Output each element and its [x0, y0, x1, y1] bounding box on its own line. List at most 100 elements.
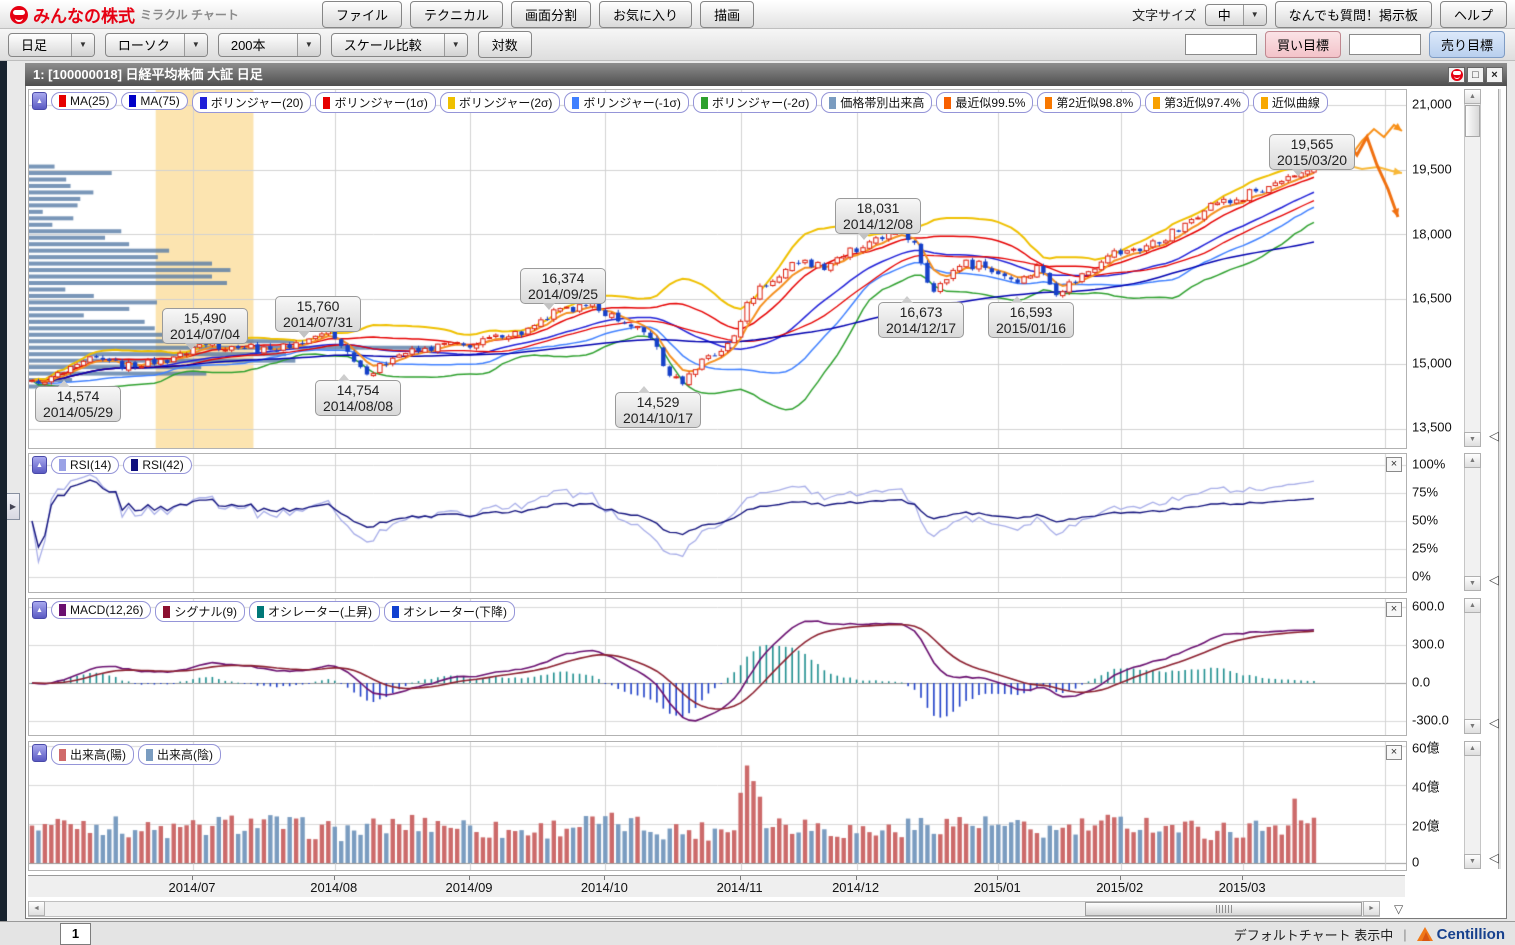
minkabu-face-icon[interactable] — [1448, 66, 1465, 83]
rsi-legend-2[interactable]: RSI(42) — [123, 456, 192, 474]
macd-legend-1[interactable]: MACD(12,26) — [51, 601, 152, 619]
right-slider-groove[interactable] — [1498, 89, 1502, 869]
price-scroll-down-icon[interactable]: ▼ — [1464, 432, 1481, 447]
log-scale-button[interactable]: 対数 — [477, 31, 532, 58]
macd-legend-3[interactable]: オシレーター(上昇) — [249, 601, 381, 622]
volume-legend-2[interactable]: 出来高(陰) — [138, 744, 221, 765]
price-annotation: 18,031 2014/12/08 — [835, 198, 922, 240]
volume-range-slider-icon[interactable]: ◁ — [1489, 850, 1499, 865]
price-legend-12[interactable]: 近似曲線 — [1252, 92, 1328, 113]
rsi-chart-canvas[interactable] — [29, 454, 1406, 592]
scroll-right-icon[interactable]: ► — [1363, 901, 1380, 916]
volume-chart-canvas[interactable] — [29, 742, 1406, 870]
annotation-price: 19,565 — [1290, 136, 1334, 152]
centillion-logo-icon — [1416, 927, 1433, 941]
price-legend-11[interactable]: 第3近似97.4% — [1145, 92, 1249, 113]
menu-button-4[interactable]: お気に入り — [599, 1, 693, 28]
macd-collapse-button[interactable]: ▲ — [32, 601, 47, 619]
rsi-legend-1[interactable]: RSI(14) — [51, 456, 120, 474]
chevron-down-icon[interactable]: ▼ — [443, 33, 467, 56]
annotation-date: 2015/01/16 — [996, 320, 1067, 336]
close-icon[interactable]: × — [1486, 66, 1503, 83]
menu-button-1[interactable]: ファイル — [322, 1, 403, 28]
period-value: 日足 — [21, 38, 48, 53]
menu-button-2[interactable]: テクニカル — [410, 1, 504, 28]
macd-range-slider-icon[interactable]: ◁ — [1489, 715, 1499, 730]
price-legend-9[interactable]: 最近似99.5% — [936, 92, 1034, 113]
rsi-scroll-down-icon[interactable]: ▼ — [1464, 576, 1481, 591]
chevron-down-icon[interactable]: ▼ — [71, 33, 94, 56]
scroll-left-icon[interactable]: ◄ — [28, 901, 45, 916]
volume-collapse-button[interactable]: ▲ — [32, 744, 47, 762]
legend-label: RSI(14) — [70, 458, 112, 472]
price-legend-3[interactable]: ボリンジャー(20) — [191, 92, 312, 113]
menu-button-3[interactable]: 画面分割 — [511, 1, 592, 28]
price-scroll-up-icon[interactable]: ▲ — [1464, 89, 1481, 104]
price-legend-7[interactable]: ボリンジャー(-2σ) — [692, 92, 818, 113]
legend-color-swatch — [1153, 96, 1161, 109]
macd-panel-close-button[interactable]: × — [1386, 602, 1402, 617]
period-dropdown[interactable]: 日足 ▼ — [8, 32, 95, 57]
qa-board-button[interactable]: なんでも質問！掲示板 — [1274, 1, 1432, 28]
annotation-date: 2014/05/29 — [43, 404, 114, 420]
chart-window-title: 1: [100000018] 日経平均株価 大証 日足 — [33, 67, 263, 82]
rsi-collapse-button[interactable]: ▲ — [32, 456, 47, 474]
chevron-down-icon[interactable]: ▼ — [183, 33, 207, 56]
scale-compare-dropdown[interactable]: スケール比較 ▼ — [330, 32, 468, 57]
annotation-price: 14,754 — [336, 382, 380, 398]
macd-legend-2[interactable]: シグナル(9) — [155, 601, 246, 622]
status-bar: デフォルトチャート 表示中 | Centillion — [0, 921, 1515, 945]
volume-scroll-up-icon[interactable]: ▲ — [1464, 741, 1481, 756]
bar-width-slider-icon[interactable]: ▽ — [1394, 902, 1404, 916]
volume-scroll-down-icon[interactable]: ▼ — [1464, 854, 1481, 869]
chart-style-dropdown[interactable]: ローソク ▼ — [104, 32, 208, 57]
volume-y-axis: 60億 40億 20億 0 — [1410, 741, 1464, 870]
macd-vertical-scrollbar[interactable] — [1464, 598, 1481, 734]
font-size-dropdown[interactable]: 中 ▼ — [1204, 3, 1267, 26]
sell-target-input[interactable] — [1348, 34, 1421, 55]
y-tick-label: 600.0 — [1412, 598, 1445, 614]
annotation-pointer — [1291, 169, 1304, 176]
menu-button-5[interactable]: 描画 — [700, 1, 755, 28]
rsi-scroll-up-icon[interactable]: ▲ — [1464, 453, 1481, 468]
y-tick-label: 0% — [1412, 568, 1431, 584]
macd-legend-4[interactable]: オシレーター(下降) — [384, 601, 516, 622]
rsi-range-slider-icon[interactable]: ◁ — [1489, 572, 1499, 587]
maximize-icon[interactable]: □ — [1467, 66, 1484, 83]
chart-tab-1[interactable]: 1 — [60, 923, 91, 945]
horizontal-scroll-thumb[interactable] — [1085, 902, 1362, 916]
annotation-pointer — [297, 331, 310, 338]
left-panel-expander[interactable]: ▶ — [7, 493, 20, 520]
legend-color-swatch — [323, 96, 331, 109]
price-vertical-scrollbar[interactable] — [1464, 89, 1481, 447]
minkabu-face-icon — [10, 5, 28, 24]
price-legend-8[interactable]: 価格帯別出来高 — [821, 92, 933, 113]
buy-target-input[interactable] — [1184, 34, 1257, 55]
price-collapse-button[interactable]: ▲ — [32, 92, 47, 110]
volume-vertical-scrollbar[interactable] — [1464, 741, 1481, 869]
macd-scroll-up-icon[interactable]: ▲ — [1464, 598, 1481, 613]
price-legend-2[interactable]: MA(75) — [121, 92, 188, 110]
price-legend-10[interactable]: 第2近似98.8% — [1037, 92, 1142, 113]
price-scroll-thumb[interactable] — [1465, 105, 1480, 137]
price-legend-6[interactable]: ボリンジャー(-1σ) — [564, 92, 689, 113]
help-button[interactable]: ヘルプ — [1439, 1, 1507, 28]
price-legend-4[interactable]: ボリンジャー(1σ) — [315, 92, 436, 113]
chevron-down-icon[interactable]: ▼ — [296, 33, 320, 56]
price-legend-5[interactable]: ボリンジャー(2σ) — [439, 92, 561, 113]
font-size-value: 中 — [1217, 8, 1231, 23]
price-legend-1[interactable]: MA(25) — [51, 92, 118, 110]
bar-count-dropdown[interactable]: 200本 ▼ — [217, 32, 321, 57]
volume-legend-1[interactable]: 出来高(陽) — [51, 744, 134, 765]
price-range-slider-icon[interactable]: ◁ — [1489, 428, 1499, 443]
sell-target-button[interactable]: 売り目標 — [1428, 31, 1505, 58]
chevron-down-icon[interactable]: ▼ — [1242, 4, 1266, 25]
rsi-panel-close-button[interactable]: × — [1386, 457, 1402, 472]
price-chart-canvas[interactable] — [29, 90, 1406, 448]
price-annotation: 14,754 2014/08/08 — [315, 374, 402, 416]
rsi-vertical-scrollbar[interactable] — [1464, 453, 1481, 591]
macd-scroll-down-icon[interactable]: ▼ — [1464, 719, 1481, 734]
volume-panel-close-button[interactable]: × — [1386, 745, 1402, 760]
buy-target-button[interactable]: 買い目標 — [1264, 31, 1341, 58]
